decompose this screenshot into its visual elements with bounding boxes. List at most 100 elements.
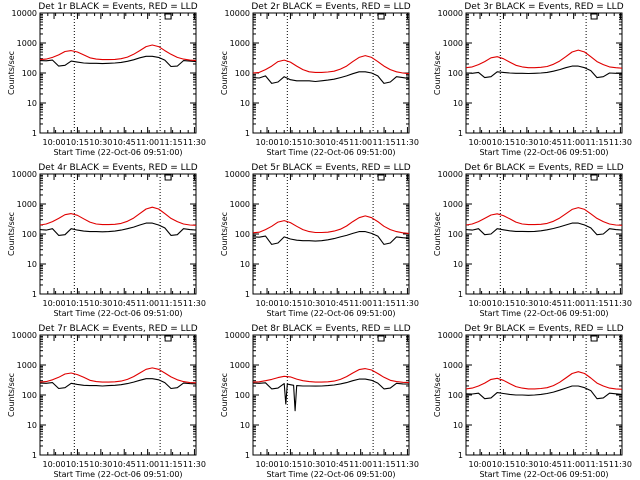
series-line-lld <box>252 215 410 234</box>
x-tick-label: 11:00 <box>562 138 585 147</box>
x-tick-label: 11:00 <box>562 460 585 469</box>
y-tick-label: 1000 <box>17 361 37 370</box>
y-tick-label: 10 <box>27 260 37 269</box>
y-tick-label: 1 <box>458 290 463 299</box>
x-tick-label: 11:30 <box>183 460 206 469</box>
series-line-lld <box>39 206 197 226</box>
y-tick-label: 1 <box>458 451 463 460</box>
series-line-events <box>465 385 623 400</box>
y-tick-label: 1 <box>245 451 250 460</box>
x-tick-label: 10:15 <box>492 460 515 469</box>
flag-box <box>590 13 598 20</box>
y-tick-label: 10 <box>240 99 250 108</box>
y-tick-label: 10000 <box>12 170 37 179</box>
y-tick-label: 10000 <box>225 331 250 340</box>
chart-title: Det 8r BLACK = Events, RED = LLD <box>251 324 410 334</box>
series-line-lld <box>252 55 410 75</box>
y-tick-label: 10 <box>240 421 250 430</box>
x-tick-label: 10:30 <box>302 299 325 308</box>
chart-title: Det 2r BLACK = Events, RED = LLD <box>251 2 410 12</box>
plot-frame <box>252 12 410 134</box>
x-tick-label: 10:00 <box>43 138 66 147</box>
x-tick-label: 10:00 <box>256 138 279 147</box>
x-tick-label: 11:30 <box>396 460 419 469</box>
y-tick-label: 1000 <box>17 200 37 209</box>
chart-title: Det 5r BLACK = Events, RED = LLD <box>251 163 410 173</box>
y-tick-label: 10 <box>27 421 37 430</box>
chart-title: Det 4r BLACK = Events, RED = LLD <box>38 163 197 173</box>
x-tick-label: 10:15 <box>66 138 89 147</box>
y-tick-label: 100 <box>235 230 250 239</box>
x-tick-label: 11:00 <box>349 138 372 147</box>
y-axis-label: Counts/sec <box>7 51 16 95</box>
y-axis-label: Counts/sec <box>220 212 229 256</box>
y-tick-label: 10 <box>240 260 250 269</box>
x-tick-label: 10:00 <box>43 299 66 308</box>
x-tick-label: 11:15 <box>160 138 183 147</box>
x-axis-label: Start Time (22-Oct-06 09:51:00) <box>53 470 182 479</box>
y-axis-label: Counts/sec <box>7 212 16 256</box>
y-tick-label: 1 <box>32 129 37 138</box>
x-tick-label: 11:30 <box>396 299 419 308</box>
chart-panel-5: Det 5r BLACK = Events, RED = LLD 1 10 100 10… <box>220 163 419 318</box>
x-axis-label: Start Time (22-Oct-06 09:51:00) <box>479 309 608 318</box>
series-line-events <box>252 71 410 84</box>
x-axis-label: Start Time (22-Oct-06 09:51:00) <box>266 148 395 157</box>
y-tick-label: 100 <box>22 69 37 78</box>
y-axis-label: Counts/sec <box>433 373 442 417</box>
y-tick-label: 100 <box>448 391 463 400</box>
y-tick-label: 1 <box>458 129 463 138</box>
x-tick-label: 10:45 <box>326 460 349 469</box>
x-tick-label: 11:15 <box>586 299 609 308</box>
plot-frame <box>39 334 197 456</box>
x-tick-label: 10:00 <box>256 460 279 469</box>
x-tick-label: 10:45 <box>326 138 349 147</box>
x-tick-label: 11:15 <box>373 299 396 308</box>
x-tick-label: 11:00 <box>562 299 585 308</box>
y-tick-label: 100 <box>22 391 37 400</box>
y-tick-label: 1 <box>245 290 250 299</box>
plot-frame <box>39 12 197 134</box>
x-tick-label: 10:45 <box>113 299 136 308</box>
series-line-events <box>252 231 410 245</box>
x-tick-label: 10:30 <box>515 138 538 147</box>
y-tick-label: 10 <box>27 99 37 108</box>
plot-frame <box>465 334 623 456</box>
x-tick-label: 11:15 <box>586 460 609 469</box>
x-tick-label: 10:15 <box>279 138 302 147</box>
flag-box <box>590 174 598 181</box>
x-tick-label: 10:45 <box>113 460 136 469</box>
chart-panel-3: Det 3r BLACK = Events, RED = LLD 1 10 100 10… <box>433 2 632 157</box>
y-tick-label: 100 <box>235 391 250 400</box>
chart-panel-7: Det 7r BLACK = Events, RED = LLD 1 10 100 10… <box>7 324 206 479</box>
x-tick-label: 10:30 <box>302 138 325 147</box>
x-tick-label: 11:30 <box>183 138 206 147</box>
x-tick-label: 11:30 <box>609 460 632 469</box>
y-tick-label: 1 <box>245 129 250 138</box>
x-tick-label: 11:00 <box>136 460 159 469</box>
y-axis-label: Counts/sec <box>433 51 442 95</box>
x-tick-label: 10:30 <box>515 460 538 469</box>
x-tick-label: 10:00 <box>43 460 66 469</box>
series-line-lld <box>465 371 623 390</box>
series-line-events <box>39 222 197 236</box>
x-tick-label: 10:15 <box>66 299 89 308</box>
y-tick-label: 1000 <box>443 361 463 370</box>
x-tick-label: 10:30 <box>515 299 538 308</box>
flag-box <box>377 335 385 342</box>
y-axis-label: Counts/sec <box>7 373 16 417</box>
x-tick-label: 11:15 <box>373 138 396 147</box>
y-tick-label: 10 <box>453 421 463 430</box>
flag-box <box>377 174 385 181</box>
y-tick-label: 1000 <box>443 200 463 209</box>
series-line-lld <box>252 368 410 384</box>
x-tick-label: 10:00 <box>469 299 492 308</box>
x-axis-label: Start Time (22-Oct-06 09:51:00) <box>479 148 608 157</box>
x-tick-label: 10:15 <box>492 138 515 147</box>
y-tick-label: 100 <box>22 230 37 239</box>
series-line-events <box>252 378 410 412</box>
x-tick-label: 11:00 <box>349 299 372 308</box>
x-tick-label: 10:15 <box>492 299 515 308</box>
x-tick-label: 11:15 <box>160 299 183 308</box>
chart-panel-9: Det 9r BLACK = Events, RED = LLD 1 10 100 10… <box>433 324 632 479</box>
